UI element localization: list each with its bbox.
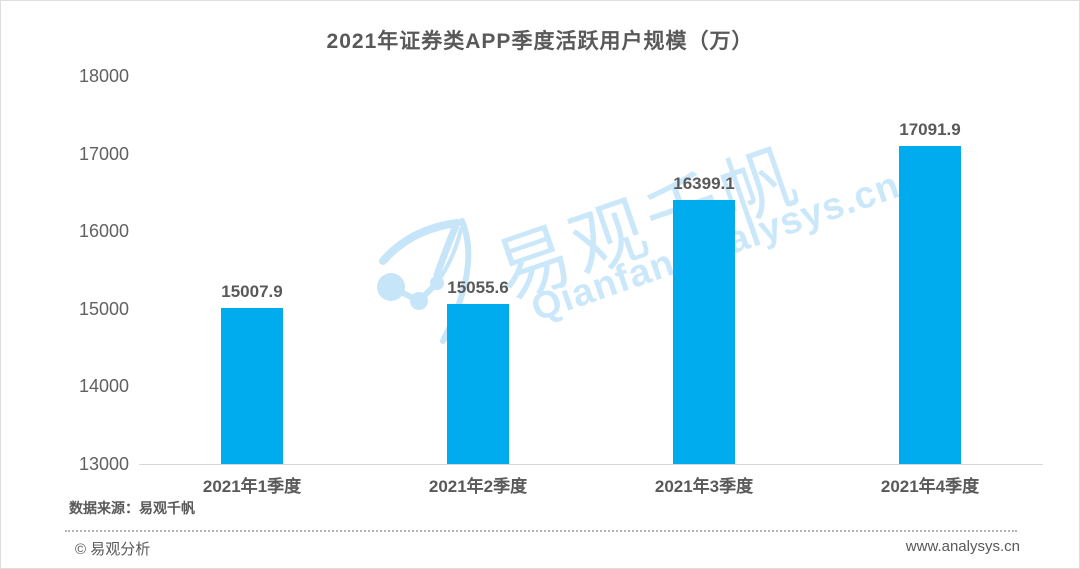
x-axis-line <box>139 464 1043 465</box>
bar-value-label: 17091.9 <box>899 120 961 140</box>
x-axis-category-label: 2021年1季度 <box>202 477 302 496</box>
y-tick-label: 17000 <box>78 143 129 164</box>
bar-value-label: 15055.6 <box>447 278 509 298</box>
website-text: www.analysys.cn <box>905 538 1020 555</box>
x-axis-category-label: 2021年3季度 <box>654 477 754 496</box>
copyright-note: © 易观分析 <box>75 541 151 558</box>
bar-2021年3季度 <box>673 200 735 464</box>
divider-dotted-line <box>65 530 1017 532</box>
chart-title: 2021年证券类APP季度活跃用户规模（万） <box>326 30 754 53</box>
y-tick-label: 14000 <box>78 376 129 397</box>
y-tick-label: 15000 <box>78 298 129 319</box>
source-note: 数据来源：易观千帆 <box>69 500 195 516</box>
bar-2021年2季度 <box>447 304 509 464</box>
bar-2021年4季度 <box>899 146 961 464</box>
y-tick-label: 16000 <box>78 221 129 242</box>
y-tick-label: 13000 <box>78 454 129 474</box>
bar-value-label: 16399.1 <box>673 174 735 194</box>
bar-2021年1季度 <box>221 308 283 464</box>
y-tick-label: 18000 <box>78 66 129 86</box>
bar-value-label: 15007.9 <box>221 282 283 302</box>
x-axis-category-label: 2021年4季度 <box>880 477 980 496</box>
x-axis-category-label: 2021年2季度 <box>428 477 528 496</box>
